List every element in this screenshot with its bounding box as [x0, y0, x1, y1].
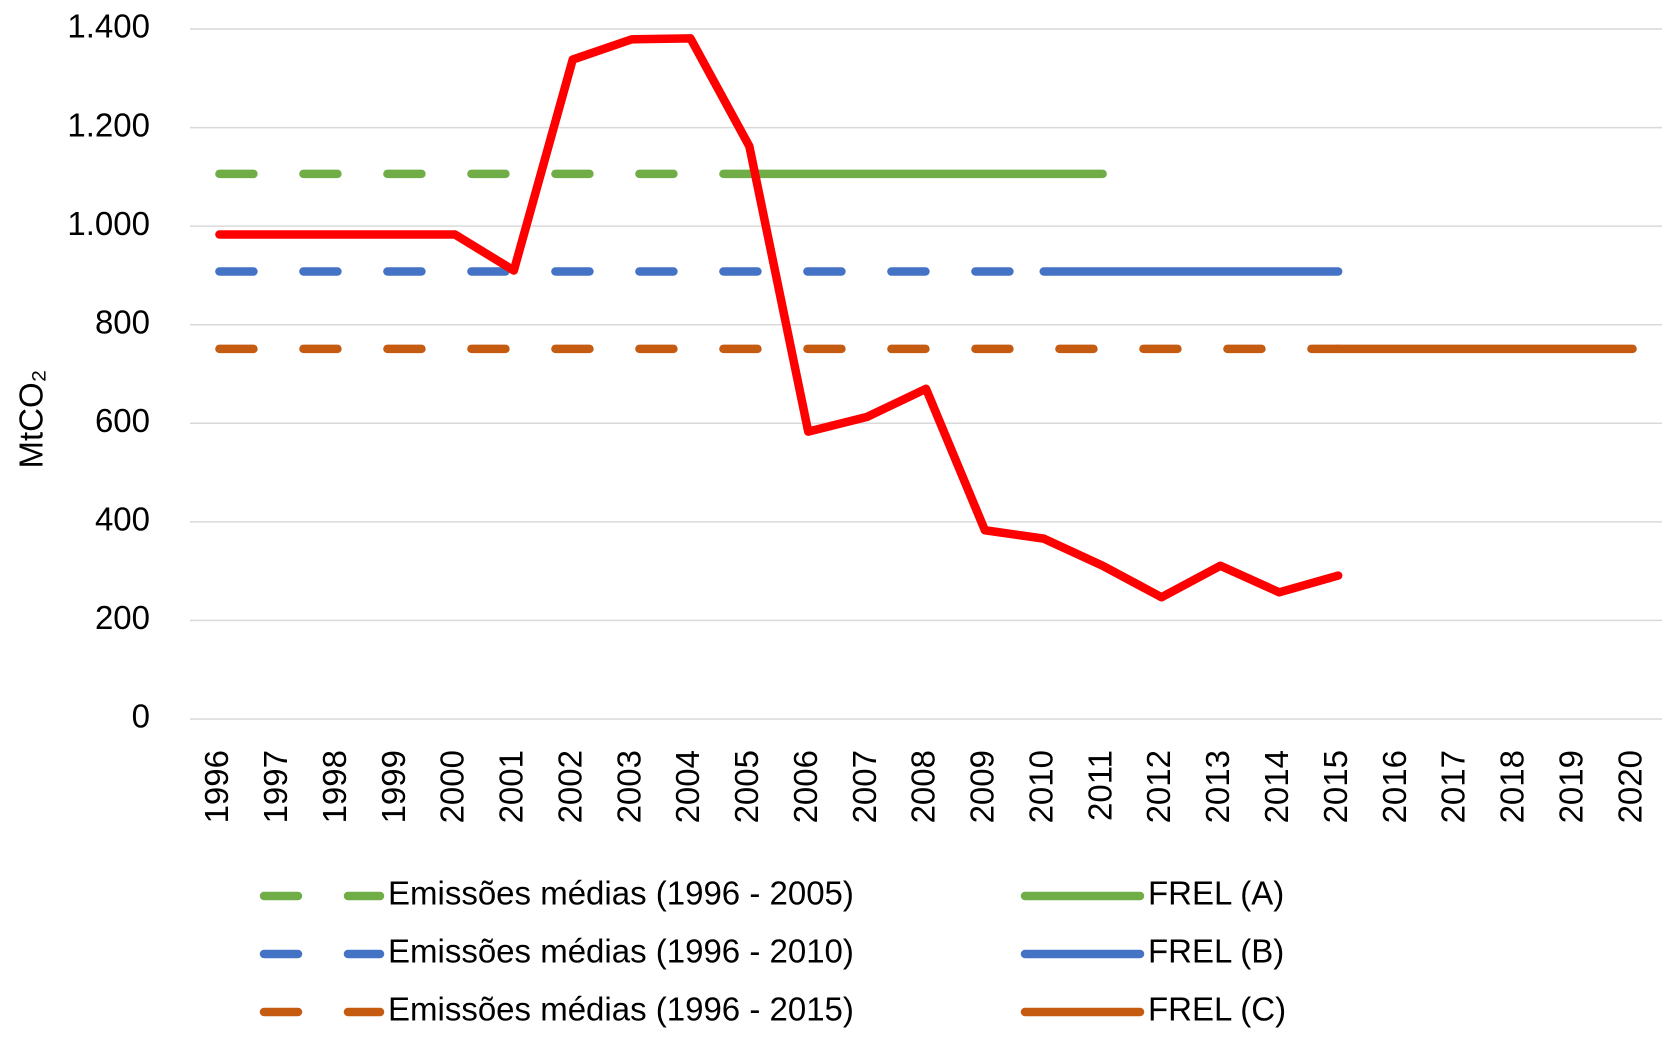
y-tick-label: 0	[132, 698, 150, 735]
y-tick-label: 1.200	[67, 106, 150, 143]
x-tick-label: 2013	[1199, 750, 1236, 823]
x-tick-label: 2006	[787, 750, 824, 823]
x-tick-label: 2003	[610, 750, 647, 823]
x-tick-label: 2004	[669, 750, 706, 823]
x-tick-label: 1998	[316, 750, 353, 823]
x-tick-label: 1997	[257, 750, 294, 823]
legend-label: FREL (B)	[1148, 933, 1284, 970]
legend-label: FREL (C)	[1148, 991, 1286, 1028]
y-tick-label: 1.400	[67, 8, 150, 45]
y-axis-title: MtCO₂	[13, 370, 50, 469]
x-tick-label: 2016	[1376, 750, 1413, 823]
x-tick-label: 2020	[1611, 750, 1648, 823]
legend-label: FREL (A)	[1148, 875, 1284, 912]
x-tick-label: 2019	[1552, 750, 1589, 823]
x-tick-label: 2009	[964, 750, 1001, 823]
y-tick-label: 1.000	[67, 205, 150, 242]
x-tick-label: 2007	[846, 750, 883, 823]
y-tick-label: 800	[95, 303, 150, 340]
legend-label: Emissões médias (1996 - 2015)	[388, 991, 854, 1028]
x-tick-label: 2011	[1081, 750, 1118, 821]
x-tick-label: 2008	[905, 750, 942, 823]
x-tick-label: 2018	[1494, 750, 1531, 823]
x-tick-label: 2017	[1435, 750, 1472, 823]
x-tick-label: 2002	[551, 750, 588, 823]
y-tick-label: 200	[95, 599, 150, 636]
x-tick-label: 2014	[1258, 750, 1295, 823]
x-tick-label: 1999	[375, 750, 412, 823]
x-tick-label: 2001	[493, 750, 530, 823]
x-tick-label: 2015	[1317, 750, 1354, 823]
x-tick-label: 2012	[1140, 750, 1177, 823]
x-tick-label: 1996	[198, 750, 235, 823]
y-tick-label: 400	[95, 501, 150, 538]
x-tick-label: 2005	[728, 750, 765, 823]
legend-label: Emissões médias (1996 - 2005)	[388, 875, 854, 912]
x-tick-label: 2010	[1022, 750, 1059, 823]
series-line	[215, 34, 1343, 602]
y-tick-label: 600	[95, 402, 150, 439]
x-tick-label: 2000	[434, 750, 471, 823]
legend-label: Emissões médias (1996 - 2010)	[388, 933, 854, 970]
